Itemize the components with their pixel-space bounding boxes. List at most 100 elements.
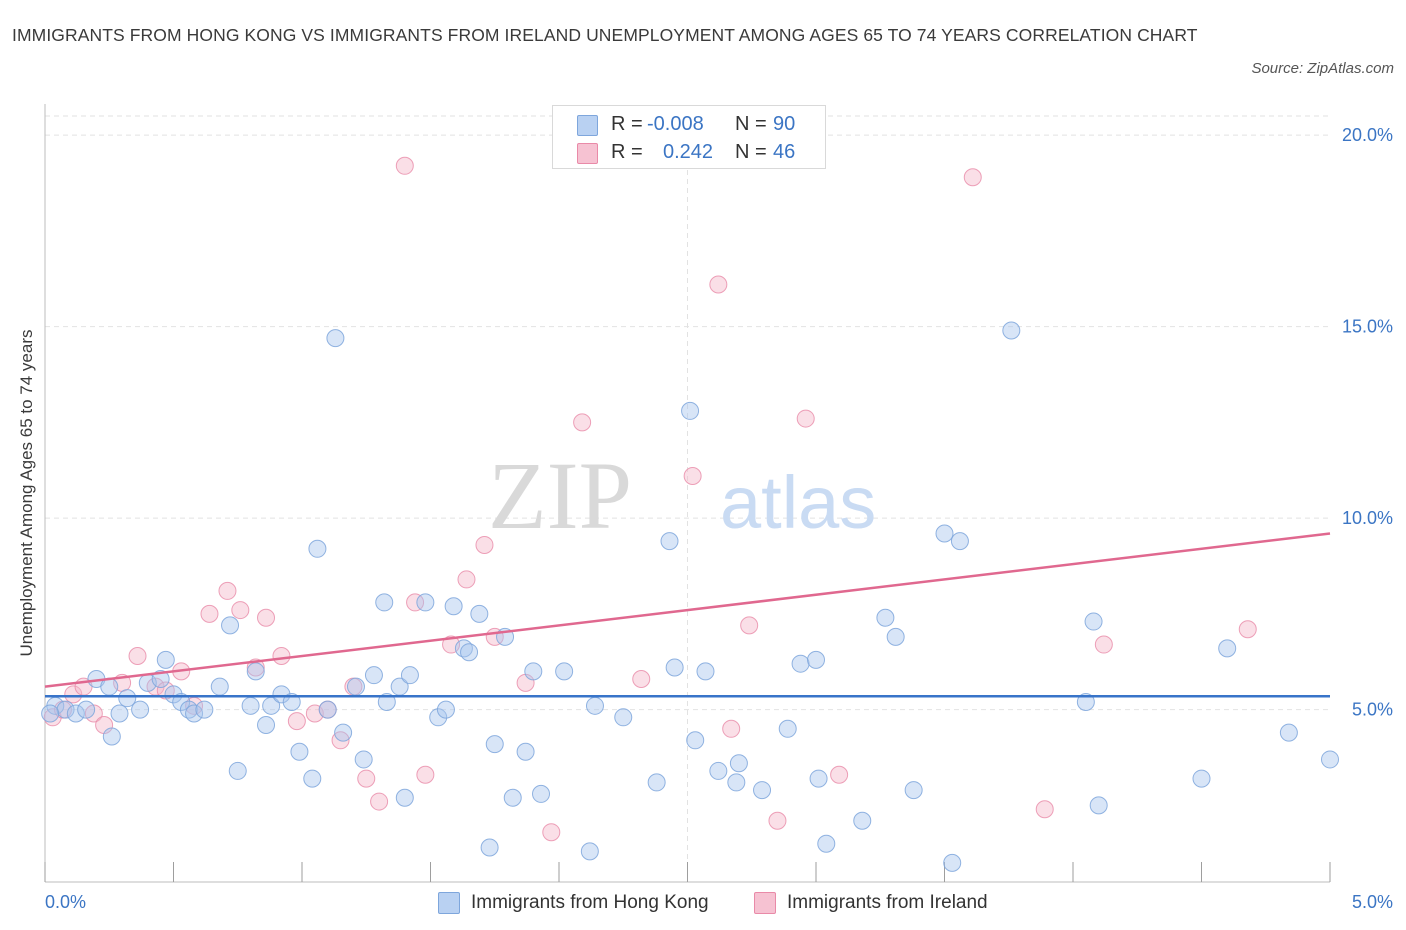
ireland-point bbox=[1094, 635, 1113, 654]
hong-kong-point bbox=[375, 593, 394, 612]
hong-kong-point bbox=[272, 685, 291, 704]
hong-kong-point bbox=[164, 685, 183, 704]
hong-kong-point bbox=[41, 704, 60, 723]
hong-kong-point bbox=[77, 700, 96, 719]
hong-kong-point bbox=[681, 401, 700, 420]
legend-n-value: 46 bbox=[773, 141, 796, 163]
hong-kong-point bbox=[696, 662, 715, 681]
hong-kong-point bbox=[516, 742, 535, 761]
hong-kong-point bbox=[1002, 321, 1021, 340]
hong-kong-point bbox=[118, 689, 137, 708]
hong-kong-point bbox=[817, 834, 836, 853]
y-tick-label: 5.0% bbox=[1352, 700, 1393, 720]
ireland-point bbox=[963, 168, 982, 187]
hong-kong-point bbox=[580, 842, 599, 861]
hong-kong-point bbox=[791, 654, 810, 673]
legend-r-label: R = bbox=[611, 113, 643, 135]
hong-kong-point bbox=[151, 670, 170, 689]
legend-n-label: N = bbox=[735, 113, 767, 135]
axes bbox=[44, 104, 1331, 883]
hong-kong-point bbox=[1192, 769, 1211, 788]
hong-kong-point bbox=[228, 761, 247, 780]
ireland-trend-line bbox=[44, 532, 1331, 688]
y-tick-label: 15.0% bbox=[1342, 317, 1393, 337]
hong-kong-point bbox=[395, 788, 414, 807]
series-ireland-points bbox=[43, 156, 1257, 842]
hong-kong-point bbox=[195, 700, 214, 719]
hong-kong-point bbox=[1279, 723, 1298, 742]
ireland-point bbox=[768, 811, 787, 830]
bottom-legend-swatch-pink bbox=[754, 892, 776, 914]
hong-kong-point bbox=[110, 704, 129, 723]
correlation-legend: R = -0.008 N = 90 R = 0.242 N = 46 bbox=[552, 105, 826, 169]
hong-kong-point bbox=[131, 700, 150, 719]
hong-kong-point bbox=[444, 597, 463, 616]
hong-kong-point bbox=[943, 853, 962, 872]
ireland-point bbox=[272, 647, 291, 666]
hong-kong-point bbox=[257, 715, 276, 734]
hong-kong-point bbox=[853, 811, 872, 830]
hong-kong-point bbox=[1089, 796, 1108, 815]
ireland-point bbox=[475, 535, 494, 554]
hong-kong-point bbox=[532, 784, 551, 803]
hong-kong-point bbox=[647, 773, 666, 792]
hong-kong-point bbox=[876, 608, 895, 627]
hong-kong-point bbox=[400, 666, 419, 685]
trend-lines bbox=[44, 532, 1331, 698]
hong-kong-point bbox=[436, 700, 455, 719]
hong-kong-point bbox=[709, 761, 728, 780]
legend-n-label: N = bbox=[735, 141, 767, 163]
hong-kong-point bbox=[185, 704, 204, 723]
hong-kong-point bbox=[753, 781, 772, 800]
hong-kong-point bbox=[727, 773, 746, 792]
hong-kong-point bbox=[886, 627, 905, 646]
hong-kong-point bbox=[56, 700, 75, 719]
hong-kong-point bbox=[480, 838, 499, 857]
ireland-point bbox=[128, 647, 147, 666]
ireland-point bbox=[416, 765, 435, 784]
hong-kong-point bbox=[354, 750, 373, 769]
hong-kong-point bbox=[241, 696, 260, 715]
ireland-point bbox=[287, 712, 306, 731]
hong-kong-point bbox=[585, 696, 604, 715]
ireland-point bbox=[395, 156, 414, 175]
hong-kong-point bbox=[334, 723, 353, 742]
ireland-point bbox=[796, 409, 815, 428]
y-tick-label: 10.0% bbox=[1342, 508, 1393, 528]
x-tick-label: 0.0% bbox=[45, 892, 86, 912]
hong-kong-point bbox=[460, 643, 479, 662]
ireland-point bbox=[218, 581, 237, 600]
hong-kong-point bbox=[807, 650, 825, 669]
hong-kong-point bbox=[326, 329, 345, 348]
hong-kong-point bbox=[614, 708, 633, 727]
hong-kong-point bbox=[282, 692, 301, 711]
ireland-point bbox=[722, 719, 741, 738]
legend-n-value: 90 bbox=[773, 113, 796, 135]
ireland-point bbox=[1238, 620, 1257, 639]
ireland-point bbox=[632, 670, 651, 689]
ireland-point bbox=[370, 792, 389, 811]
hong-kong-point bbox=[416, 593, 435, 612]
ireland-point bbox=[830, 765, 849, 784]
hong-kong-point bbox=[729, 754, 748, 773]
tick-labels: 5.0% 10.0% 15.0% 20.0% 0.0% 5.0% bbox=[45, 125, 1393, 912]
chart-title: IMMIGRANTS FROM HONG KONG VS IMMIGRANTS … bbox=[12, 25, 1198, 45]
hong-kong-point bbox=[1218, 639, 1237, 658]
hong-kong-point bbox=[778, 719, 797, 738]
legend-r-value: -0.008 bbox=[647, 113, 704, 135]
hong-kong-point bbox=[172, 692, 191, 711]
hong-kong-point bbox=[935, 524, 954, 543]
hong-kong-point bbox=[503, 788, 522, 807]
hong-kong-point bbox=[665, 658, 684, 677]
hong-kong-point bbox=[904, 781, 923, 800]
hong-kong-point bbox=[290, 742, 309, 761]
bottom-legend-swatch-blue bbox=[438, 892, 460, 914]
hong-kong-point bbox=[429, 708, 448, 727]
legend-r-value: 0.242 bbox=[663, 141, 714, 163]
hong-kong-point bbox=[1321, 750, 1339, 769]
hong-kong-point bbox=[346, 677, 365, 696]
ireland-point bbox=[683, 467, 702, 486]
ireland-point bbox=[231, 601, 250, 620]
watermark-zip: ZIP bbox=[488, 442, 632, 549]
